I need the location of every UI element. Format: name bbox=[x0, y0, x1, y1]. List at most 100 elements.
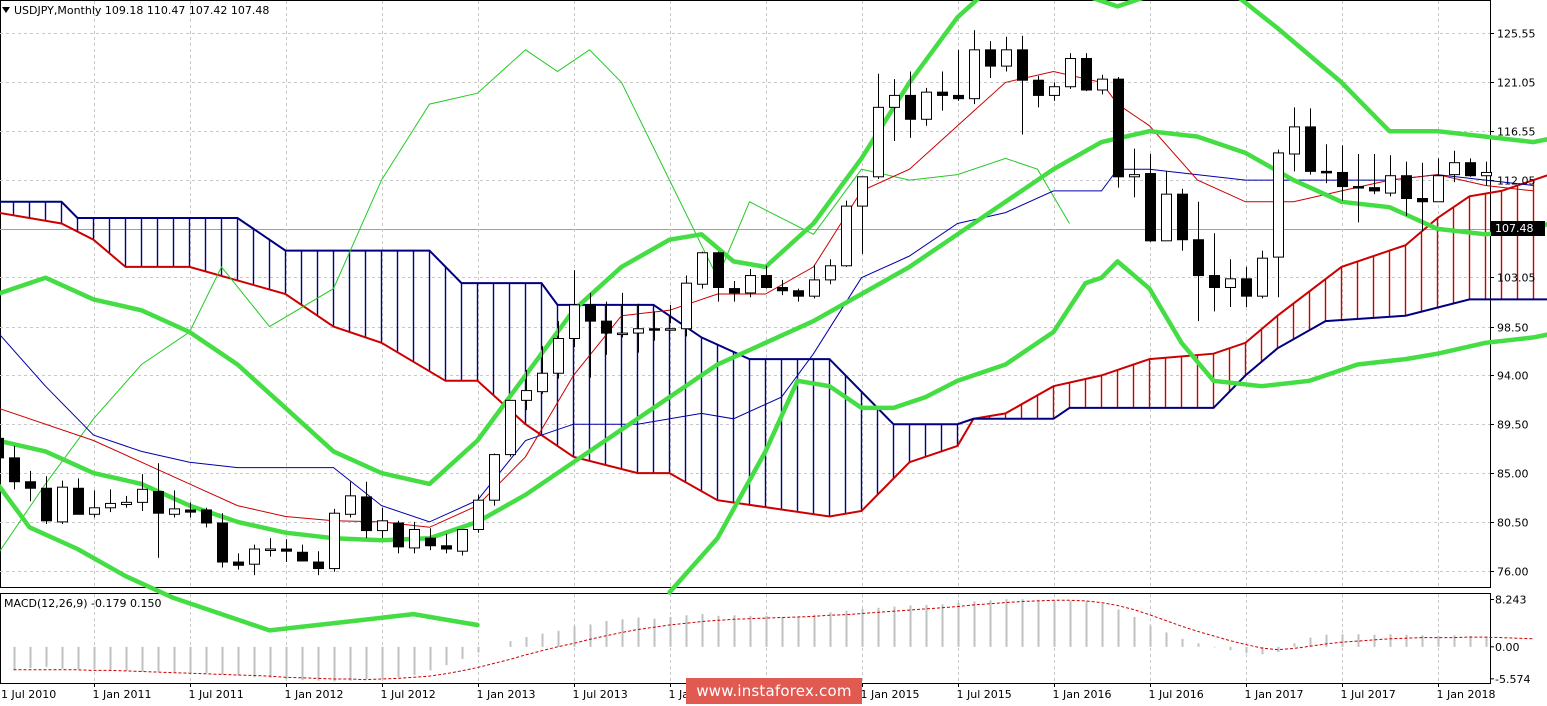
x-tick-label: 1 Jan 2012 bbox=[285, 688, 344, 701]
candle-body bbox=[489, 454, 500, 501]
candle-body bbox=[985, 49, 996, 67]
x-tick-label: 1 Jan 2018 bbox=[1437, 688, 1496, 701]
indicator-lines bbox=[0, 0, 1547, 633]
candlesticks bbox=[0, 30, 1492, 576]
y-tick-label: 116.55 bbox=[1497, 126, 1536, 139]
senkou-span-b bbox=[0, 200, 1547, 426]
y-tick-label: 121.05 bbox=[1497, 77, 1536, 90]
x-tick-label: 1 Jul 2012 bbox=[381, 688, 436, 701]
candle-body bbox=[1481, 171, 1492, 177]
x-tick-label: 1 Jan 2015 bbox=[861, 688, 920, 701]
y-tick-label: 76.00 bbox=[1497, 566, 1529, 579]
macd-frame bbox=[0, 593, 1491, 684]
candle-body bbox=[1273, 152, 1284, 258]
candle-body bbox=[745, 275, 756, 294]
candle-body bbox=[697, 252, 708, 285]
bollinger-band bbox=[0, 483, 480, 633]
candle-body bbox=[57, 486, 68, 523]
candle-body bbox=[841, 205, 852, 267]
candle-body bbox=[73, 487, 84, 515]
candle-body bbox=[377, 520, 388, 532]
candle-body bbox=[105, 502, 116, 509]
y-tick-label: 103.05 bbox=[1497, 272, 1536, 285]
candle-body bbox=[1289, 126, 1300, 155]
senkou-span-a bbox=[0, 174, 1547, 518]
candle-body bbox=[665, 328, 676, 331]
candle-body bbox=[537, 372, 548, 393]
candle-body bbox=[633, 328, 644, 334]
candle-body bbox=[553, 337, 564, 374]
candle-body bbox=[1321, 170, 1332, 174]
candle-body bbox=[521, 390, 532, 401]
candle-body bbox=[89, 507, 100, 515]
candle-body bbox=[777, 286, 788, 292]
candle-body bbox=[1257, 257, 1268, 297]
candle-body bbox=[1353, 186, 1364, 189]
candle-body bbox=[1385, 175, 1396, 194]
candle-body bbox=[825, 265, 836, 281]
instaforex-watermark: www.instaforex.com bbox=[686, 678, 862, 704]
x-tick-label: 1 Jul 2013 bbox=[573, 688, 628, 701]
candle-body bbox=[1225, 278, 1236, 288]
candle-body bbox=[1193, 239, 1204, 277]
y-tick-label: 94.00 bbox=[1497, 370, 1529, 383]
candle-body bbox=[1081, 58, 1092, 91]
candle-body bbox=[473, 499, 484, 530]
candle-body bbox=[809, 279, 820, 297]
candle-body bbox=[393, 522, 404, 548]
candle-body bbox=[441, 545, 452, 550]
candle-body bbox=[249, 548, 260, 565]
candle-body bbox=[681, 282, 692, 330]
macd-tick-label: 0.00 bbox=[1495, 641, 1520, 654]
menu-triangle-icon[interactable] bbox=[2, 7, 10, 13]
candle-body bbox=[361, 496, 372, 532]
candle-body bbox=[761, 275, 772, 288]
candle-body bbox=[1433, 175, 1444, 203]
x-tick-label: 1 Jul 2010 bbox=[1, 688, 56, 701]
candle-body bbox=[1033, 79, 1044, 96]
price-axis: 125.55 121.05 116.55 112.05 103.05 98.50 94.00… bbox=[1490, 28, 1536, 686]
candle-body bbox=[1369, 187, 1380, 192]
bollinger-band bbox=[0, 128, 1547, 543]
candle-body bbox=[409, 528, 420, 549]
y-tick-label: 89.50 bbox=[1497, 419, 1529, 432]
macd-signal-line bbox=[13, 599, 1534, 681]
candle-body bbox=[1177, 193, 1188, 241]
candle-body bbox=[793, 290, 804, 297]
candle-body bbox=[121, 501, 132, 506]
candle-body bbox=[425, 537, 436, 547]
ichimoku-cloud bbox=[0, 174, 1547, 518]
candle-body bbox=[713, 252, 724, 288]
candle-body bbox=[1065, 58, 1076, 88]
x-tick-label: 1 Jul 2011 bbox=[189, 688, 244, 701]
candle-body bbox=[1209, 275, 1220, 288]
y-tick-label: 85.00 bbox=[1497, 468, 1529, 481]
x-tick-label: 1 Jul 2017 bbox=[1341, 688, 1396, 701]
candle-body bbox=[953, 94, 964, 100]
candle-body bbox=[1161, 193, 1172, 242]
y-tick-label: 125.55 bbox=[1497, 28, 1536, 41]
candle-body bbox=[9, 457, 20, 483]
symbol-header: USDJPY,Monthly 109.18 110.47 107.42 107.… bbox=[14, 4, 269, 17]
candle-body bbox=[1097, 78, 1108, 91]
x-tick-label: 1 Jan 2011 bbox=[93, 688, 152, 701]
candle-body bbox=[185, 509, 196, 513]
candle-body bbox=[585, 304, 596, 322]
candle-body bbox=[313, 561, 324, 570]
candle-body bbox=[1417, 198, 1428, 203]
x-tick-label: 1 Jul 2016 bbox=[1149, 688, 1204, 701]
candle-body bbox=[41, 487, 52, 522]
price-badge-bg bbox=[1491, 221, 1545, 236]
candle-body bbox=[345, 495, 356, 515]
y-tick-label: 80.50 bbox=[1497, 517, 1529, 530]
candle-body bbox=[569, 304, 580, 339]
candle-body bbox=[281, 548, 292, 552]
candle-body bbox=[457, 528, 468, 552]
candle-body bbox=[905, 94, 916, 120]
x-tick-label: 1 Jul 2015 bbox=[957, 688, 1012, 701]
candle-body bbox=[1001, 49, 1012, 67]
x-tick-label: 1 Jan 2016 bbox=[1053, 688, 1112, 701]
candle-body bbox=[969, 49, 980, 100]
candle-body bbox=[329, 512, 340, 570]
candle-body bbox=[1145, 173, 1156, 242]
